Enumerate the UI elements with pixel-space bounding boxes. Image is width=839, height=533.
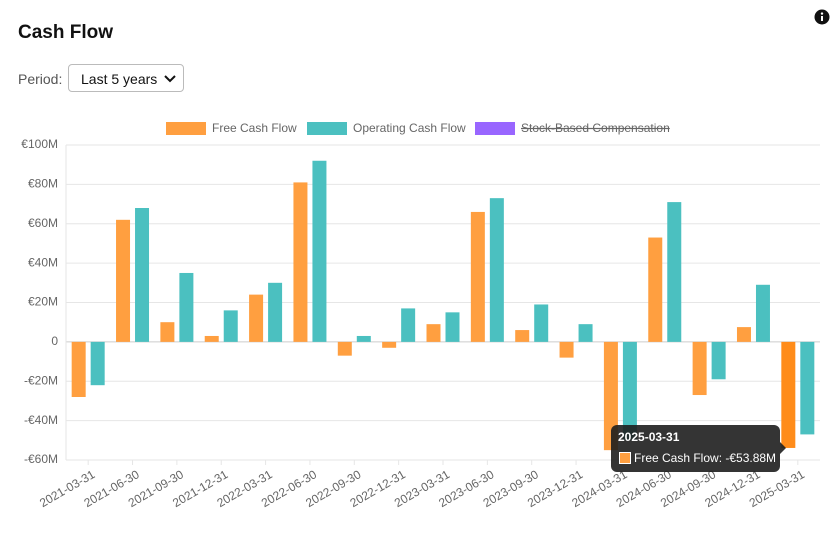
bar [382, 341, 397, 348]
tooltip-title: 2025-03-31 [618, 430, 680, 444]
bar [426, 324, 441, 342]
bar [268, 282, 283, 342]
legend-swatch[interactable] [307, 122, 347, 135]
bar [736, 327, 751, 342]
y-tick-label: -€20M [24, 373, 58, 387]
bar [312, 160, 327, 342]
bar [179, 272, 194, 342]
tooltip: 2025-03-31 Free Cash Flow: -€53.88M [611, 425, 786, 472]
bar [204, 335, 219, 342]
bar [559, 341, 574, 358]
bar [71, 341, 86, 397]
tooltip-text: Free Cash Flow: -€53.88M [634, 451, 777, 465]
y-tick-label: -€40M [24, 413, 58, 427]
bar [249, 294, 264, 342]
bar [755, 284, 770, 342]
bar [470, 211, 485, 342]
y-tick-label: €60M [28, 216, 58, 230]
bar [711, 341, 726, 380]
info-icon[interactable] [814, 9, 830, 25]
period-select[interactable]: Last 5 years [68, 64, 184, 92]
bar [800, 341, 815, 435]
bar [356, 335, 371, 342]
period-label: Period: [18, 71, 63, 87]
bar [692, 341, 707, 396]
y-tick-label: €100M [21, 137, 58, 151]
bar [223, 310, 238, 342]
legend-swatch[interactable] [166, 122, 206, 135]
bar [337, 341, 352, 356]
bar [515, 330, 530, 342]
bar [116, 219, 131, 342]
bar [534, 304, 549, 342]
bar [293, 182, 308, 342]
page-title: Cash Flow [18, 22, 114, 43]
bar [781, 341, 796, 448]
legend-label[interactable]: Stock-Based Compensation [521, 121, 670, 135]
bar [445, 312, 460, 342]
bar [135, 208, 150, 342]
bar [90, 341, 105, 386]
chevron [164, 75, 176, 83]
period-value: Last 5 years [81, 71, 158, 87]
tooltip-caret [780, 442, 786, 454]
bar [667, 202, 682, 342]
y-tick-label: €20M [28, 295, 58, 309]
legend-swatch[interactable] [475, 122, 515, 135]
bar [489, 198, 504, 342]
y-tick-label: 0 [51, 334, 58, 348]
bar [160, 322, 175, 342]
bar [578, 324, 593, 342]
bar [648, 237, 663, 342]
tooltip-swatch [619, 452, 631, 464]
bar [603, 341, 618, 451]
bar [401, 308, 416, 342]
bar [622, 341, 637, 441]
legend-label[interactable]: Operating Cash Flow [353, 121, 466, 135]
y-tick-label: €80M [28, 177, 58, 191]
legend-label[interactable]: Free Cash Flow [212, 121, 297, 135]
y-tick-label: -€60M [24, 452, 58, 466]
y-tick-label: €40M [28, 255, 58, 269]
